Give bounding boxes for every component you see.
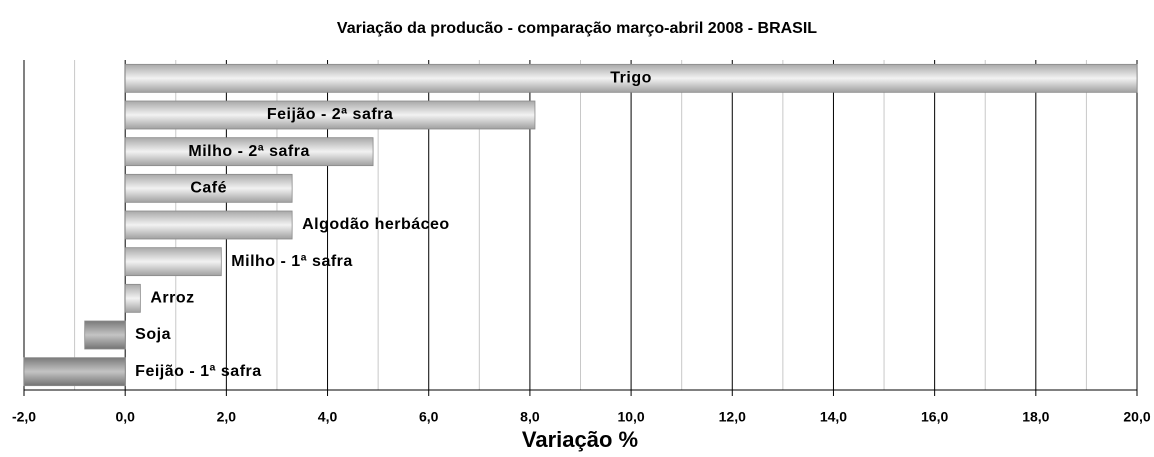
bar-label: Feijão - 1ª safra [135, 363, 261, 380]
bar [124, 283, 141, 313]
bar-label: Milho - 1ª safra [231, 253, 353, 270]
bar-label: Trigo [610, 70, 652, 87]
bar-label: Feijão - 2ª safra [267, 106, 393, 123]
bar-label: Milho - 2ª safra [188, 143, 310, 160]
bar [84, 320, 126, 350]
bar [124, 173, 293, 203]
bar-label: Algodão herbáceo [302, 216, 450, 233]
x-tick-label: 2,0 [217, 409, 237, 425]
bar [124, 137, 374, 167]
bar [124, 100, 536, 130]
x-tick-label: 12,0 [719, 409, 746, 425]
x-tick-label: 0,0 [115, 409, 135, 425]
x-tick-label: 10,0 [617, 409, 644, 425]
bar [124, 63, 1138, 93]
x-tick-label: 14,0 [820, 409, 847, 425]
x-axis-title: Variação % [522, 427, 638, 452]
bar-label: Café [190, 180, 227, 197]
x-tick-label: -2,0 [12, 409, 36, 425]
x-tick-label: 6,0 [419, 409, 439, 425]
bar-label: Arroz [150, 290, 194, 307]
x-tick-label: 4,0 [318, 409, 338, 425]
bar [124, 247, 222, 277]
bar [124, 210, 293, 240]
x-tick-label: 8,0 [520, 409, 540, 425]
bar-label: Soja [135, 326, 171, 343]
x-tick-label: 16,0 [921, 409, 948, 425]
x-tick-label: 20,0 [1123, 409, 1150, 425]
x-tick-label: 18,0 [1022, 409, 1049, 425]
chart-title: Variação da producão - comparação março-… [337, 20, 817, 37]
bar [23, 357, 126, 387]
